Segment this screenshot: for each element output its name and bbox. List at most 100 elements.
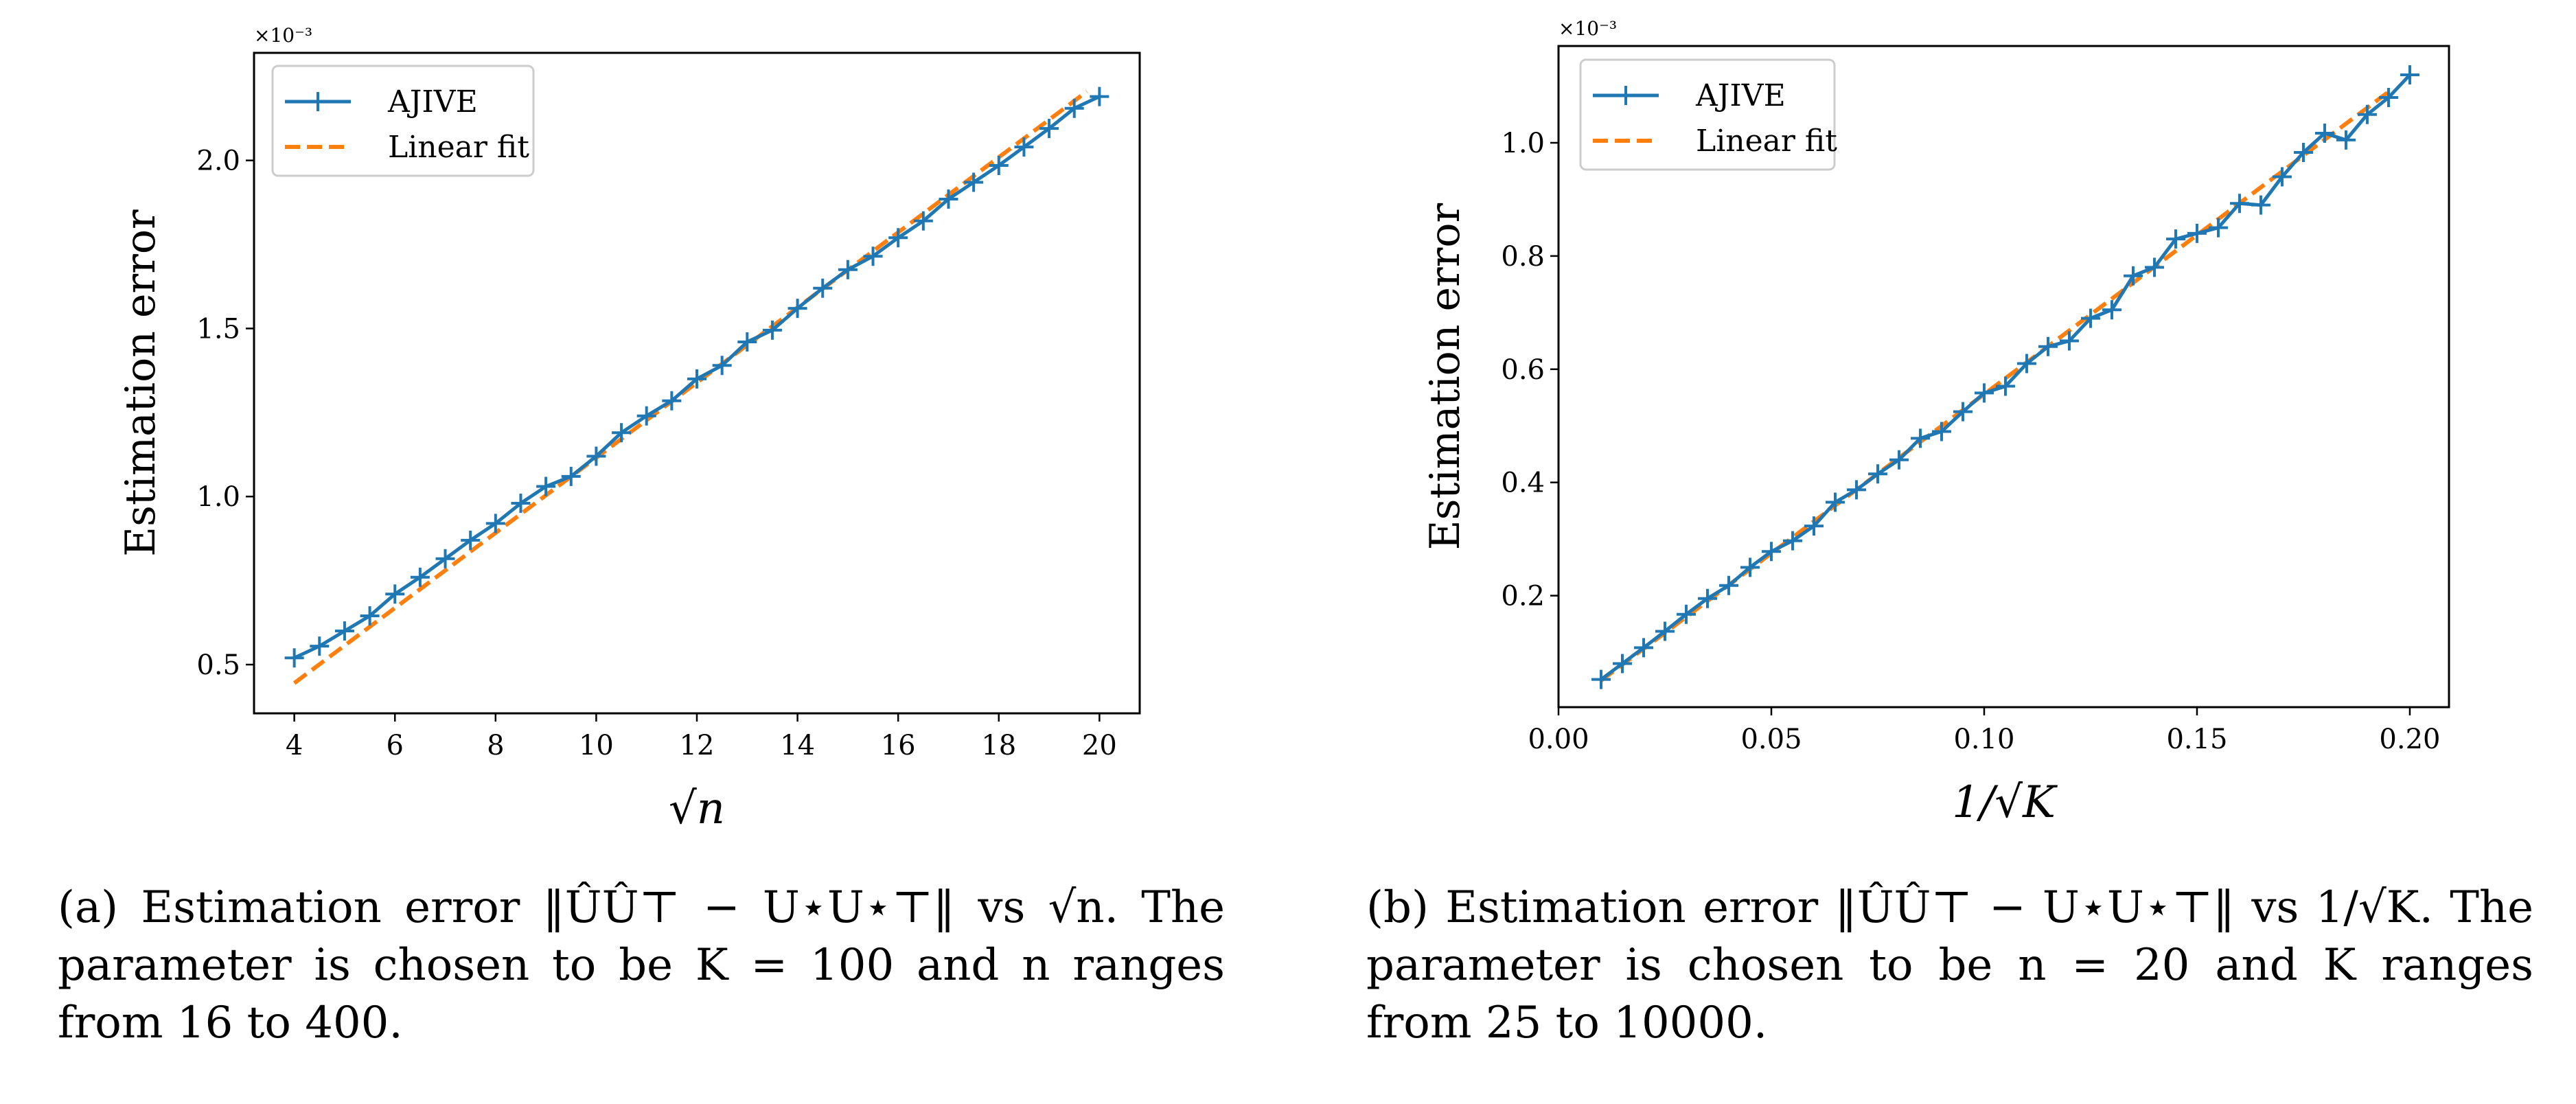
ajive-marker bbox=[1613, 654, 1632, 674]
ajive-marker bbox=[989, 156, 1009, 176]
ajive-marker bbox=[586, 446, 606, 466]
plot-frame bbox=[1557, 45, 2450, 709]
y-tick-label: 0.6 bbox=[1501, 354, 1545, 386]
ajive-marker bbox=[1064, 98, 1084, 118]
legend-label-fit: Linear fit bbox=[1696, 124, 1837, 159]
ajive-marker bbox=[561, 466, 581, 486]
ajive-marker bbox=[712, 356, 732, 376]
ajive-marker bbox=[1676, 604, 1696, 624]
caption-a: (a) Estimation error ‖ÛÛ⊤ − U⋆U⋆⊤‖ vs √n… bbox=[58, 882, 1225, 1048]
ajive-marker bbox=[1825, 492, 1845, 512]
ajive-marker bbox=[2357, 104, 2377, 124]
ajive-marker bbox=[636, 406, 656, 426]
ajive-marker bbox=[1591, 669, 1611, 689]
ajive-marker bbox=[435, 549, 455, 568]
x-tick-label: 16 bbox=[881, 730, 916, 761]
x-tick-label: 0.05 bbox=[1740, 724, 1802, 755]
ajive-marker bbox=[334, 621, 354, 641]
legend-label-ajive: AJIVE bbox=[1695, 78, 1786, 113]
ajive-marker bbox=[939, 189, 958, 209]
x-tick-label: 6 bbox=[387, 730, 404, 761]
ajive-marker bbox=[1931, 422, 1951, 441]
linear-fit-line bbox=[292, 89, 1088, 685]
legend: AJIVE Linear fit bbox=[271, 65, 535, 177]
ajive-marker bbox=[536, 476, 556, 496]
ajive-marker bbox=[964, 172, 984, 192]
y-axis-label: Estimation error bbox=[117, 209, 165, 557]
y-tick-label: 2.0 bbox=[196, 146, 240, 177]
plots: 4 6 8 10 12 14 16 18 20 0.5 1.0 1.5 2.0 ×10⁻³ √n Estima… bbox=[117, 17, 2450, 834]
ajive-marker bbox=[1039, 119, 1059, 139]
caption-b: (b) Estimation error ‖ÛÛ⊤ − U⋆U⋆⊤‖ vs 1/… bbox=[1366, 882, 2533, 1048]
y-tick-label: 1.0 bbox=[1501, 128, 1545, 159]
x-tick-label: 0.15 bbox=[2166, 724, 2227, 755]
chart-b: 0.00 0.05 0.10 0.15 0.20 0.2 0.4 0.6 0.8 1.0 ×10⁻³… bbox=[1421, 17, 2450, 828]
y-scale-label: ×10⁻³ bbox=[1559, 17, 1617, 40]
ajive-marker bbox=[2229, 194, 2249, 214]
ajive-marker bbox=[612, 423, 632, 443]
ajive-marker bbox=[2059, 331, 2079, 351]
ajive-marker bbox=[511, 494, 531, 514]
y-scale-label: ×10⁻³ bbox=[254, 24, 312, 47]
x-tick-label: 14 bbox=[780, 730, 815, 761]
legend: AJIVE Linear fit bbox=[1579, 58, 1837, 171]
ajive-marker bbox=[1634, 638, 1653, 658]
ajive-marker bbox=[1867, 464, 1887, 484]
ajive-marker bbox=[461, 530, 481, 550]
ajive-marker bbox=[2080, 308, 2100, 328]
ajive-marker bbox=[2400, 65, 2419, 85]
ajive-marker bbox=[2144, 257, 2164, 277]
x-tick-label: 8 bbox=[487, 730, 504, 761]
ajive-marker bbox=[1697, 588, 1717, 608]
ajive-marker bbox=[1953, 402, 1973, 422]
legend-ajive-marker bbox=[308, 92, 327, 111]
x-tick-label: 12 bbox=[680, 730, 715, 761]
ajive-marker bbox=[360, 606, 380, 626]
x-axis-label: 1/√K bbox=[1952, 777, 2058, 828]
ajive-marker bbox=[1090, 87, 1109, 106]
legend-ajive-marker bbox=[1616, 86, 1635, 105]
ajive-marker bbox=[1846, 480, 1866, 500]
x-axis-label: √n bbox=[669, 783, 725, 834]
ajive-marker bbox=[888, 228, 908, 248]
ajive-marker bbox=[2038, 336, 2058, 356]
ajive-marker bbox=[1910, 428, 1930, 448]
legend-label-fit: Linear fit bbox=[388, 130, 529, 165]
legend-label-ajive: AJIVE bbox=[387, 84, 478, 119]
ajive-marker bbox=[737, 332, 757, 352]
ajive-marker bbox=[762, 320, 782, 340]
ajive-marker bbox=[1761, 542, 1781, 562]
ajive-marker bbox=[1995, 376, 2015, 396]
ajive-marker bbox=[838, 260, 858, 279]
ajive-marker bbox=[1718, 575, 1738, 595]
ajive-marker bbox=[913, 211, 933, 231]
ajive-marker bbox=[284, 648, 304, 668]
ajive-marker bbox=[2208, 218, 2228, 238]
ajive-marker bbox=[2165, 229, 2185, 249]
ajive-marker bbox=[687, 369, 706, 389]
ajive-marker bbox=[2102, 300, 2121, 320]
ajive-marker bbox=[385, 584, 405, 604]
ajive-marker bbox=[2293, 143, 2313, 163]
y-tick-label: 1.5 bbox=[196, 313, 240, 345]
ajive-marker bbox=[310, 636, 330, 656]
x-tick-label: 4 bbox=[286, 730, 303, 761]
y-tick-label: 0.5 bbox=[196, 649, 240, 681]
y-tick-label: 1.0 bbox=[196, 481, 240, 513]
ajive-marker bbox=[410, 567, 430, 587]
chart-a: 4 6 8 10 12 14 16 18 20 0.5 1.0 1.5 2.0 ×10⁻³ √n Estima… bbox=[117, 24, 1141, 834]
ajive-marker bbox=[2378, 88, 2398, 108]
ajive-marker bbox=[1740, 557, 1760, 577]
y-tick-label: 0.4 bbox=[1501, 468, 1545, 499]
ajive-marker bbox=[2272, 167, 2292, 187]
x-tick-label: 0.00 bbox=[1528, 724, 1589, 755]
y-axis-label: Estimation error bbox=[1421, 203, 1469, 550]
x-tick-label: 18 bbox=[981, 730, 1016, 761]
ajive-marker bbox=[2336, 130, 2356, 150]
x-tick-label: 0.20 bbox=[2379, 724, 2440, 755]
ajive-marker bbox=[1014, 137, 1034, 157]
x-tick-label: 10 bbox=[579, 730, 614, 761]
ajive-marker bbox=[2187, 223, 2207, 243]
ajive-marker bbox=[662, 391, 682, 411]
